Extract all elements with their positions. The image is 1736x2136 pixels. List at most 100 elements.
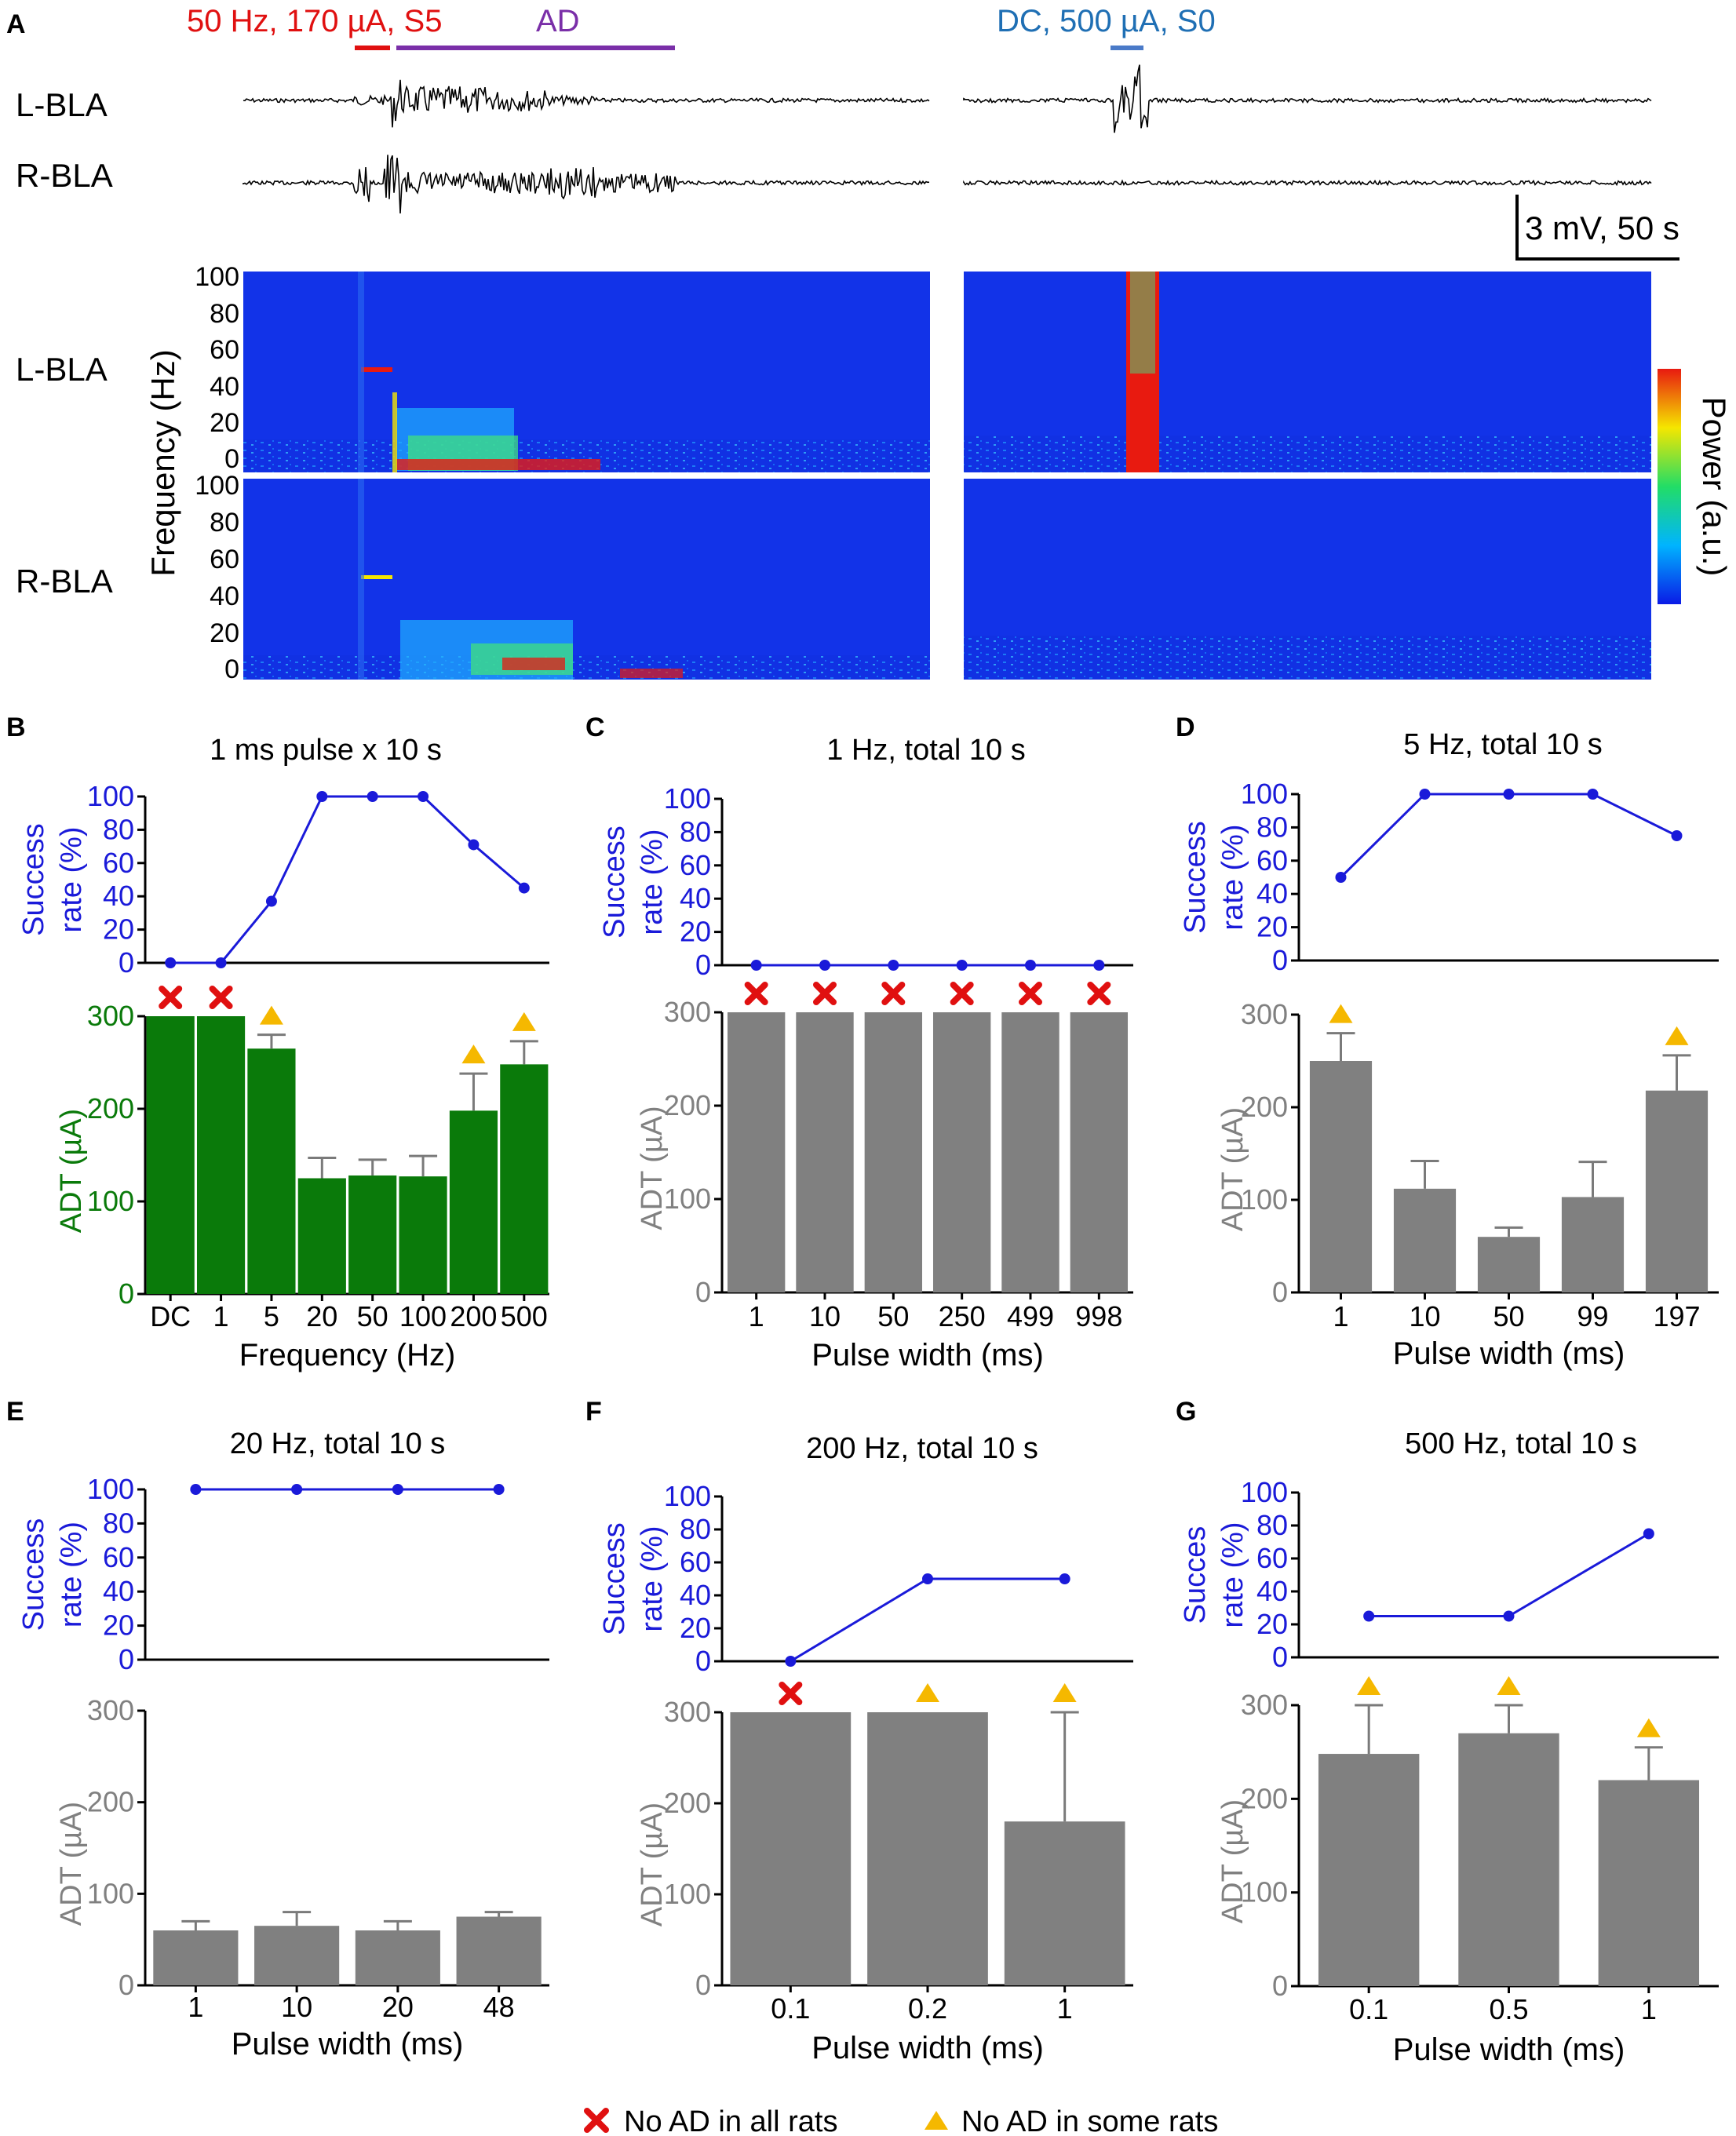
adt-ytick-label: 100: [87, 1185, 134, 1217]
panel-title: 1 Hz, total 10 s: [826, 734, 1025, 767]
success-ytick-label: 40: [680, 1579, 711, 1611]
adt-ytick-label: 0: [695, 1969, 711, 2001]
panel-title: 200 Hz, total 10 s: [806, 1432, 1038, 1465]
success-ytick-label: 60: [1256, 844, 1288, 877]
adt-bar: [796, 1012, 854, 1292]
adt-xlabel: Pulse width (ms): [232, 2027, 464, 2061]
adt-bar: [1318, 1754, 1420, 1986]
adt-ylabel: ADT (µA): [1216, 1107, 1249, 1231]
success-ytick-label: 40: [103, 1575, 134, 1607]
adt-bar: [146, 1016, 195, 1294]
panel-letter-a: A: [6, 9, 26, 39]
no-ad-all-marker: [881, 982, 906, 1005]
panel-a: A 50 Hz, 170 µA, S5 AD DC, 500 µA, S0 L-…: [6, 4, 1733, 684]
adt-xtick-label: 100: [399, 1300, 447, 1332]
legend-cross-label: No AD in all rats: [624, 2105, 837, 2136]
success-ytick-label: 60: [1256, 1542, 1288, 1574]
spectrogram-l-bla-right: [964, 272, 1651, 472]
scale-bar: [1515, 195, 1679, 261]
success-point: [1671, 830, 1683, 841]
stim-right-bar: [1111, 46, 1143, 50]
success-ytick-label: 20: [680, 1612, 711, 1644]
panel-letter-c: C: [585, 713, 605, 742]
adt-bar: [1001, 1012, 1059, 1292]
success-point: [1503, 789, 1515, 800]
adt-bar: [1645, 1090, 1709, 1292]
success-ytick-label: 80: [680, 1513, 711, 1545]
success-ytick-label: 60: [103, 1541, 134, 1573]
success-ytick-label: 100: [87, 1473, 134, 1505]
adt-xtick-label: 10: [281, 1991, 312, 2023]
adt-xtick-label: 50: [1493, 1300, 1524, 1332]
spectrogram-l-bla-left: [243, 272, 930, 472]
stim-left-label: 50 Hz, 170 µA, S5: [187, 4, 442, 38]
adt-xtick-label: 0.1: [771, 1992, 810, 2025]
no-ad-all-marker: [744, 982, 768, 1005]
adt-bar: [1458, 1733, 1559, 1986]
success-ylabel: Succes: [1179, 1526, 1212, 1624]
trace-r-bla-left: [243, 155, 930, 214]
adt-ylabel: ADT (µA): [1216, 1799, 1249, 1923]
no-ad-all-marker: [209, 986, 233, 1009]
success-ytick-label: 100: [87, 780, 134, 812]
adt-ytick-label: 100: [664, 1183, 711, 1215]
success-ylabel: Success: [598, 1522, 631, 1635]
adt-bar: [1004, 1821, 1125, 1985]
success-ytick-label: 100: [664, 782, 711, 815]
adt-ytick-label: 0: [119, 1969, 134, 2001]
success-ylabel: rate (%): [1216, 824, 1249, 930]
success-point: [1025, 960, 1036, 971]
adt-xlabel: Pulse width (ms): [811, 1338, 1044, 1372]
no-ad-some-marker: [512, 1012, 536, 1031]
success-point: [956, 960, 968, 971]
success-ylabel: rate (%): [55, 1522, 88, 1628]
success-point: [922, 1573, 933, 1584]
success-ytick-label: 80: [103, 813, 134, 845]
adt-xtick-label: 1: [1641, 1993, 1657, 2025]
success-ytick-label: 80: [680, 815, 711, 847]
spec-ytick: 20: [210, 618, 239, 648]
adt-bar: [1393, 1188, 1457, 1292]
success-ytick-label: 40: [680, 882, 711, 914]
adt-bar: [727, 1012, 786, 1292]
success-ylabel: rate (%): [636, 1525, 669, 1631]
adt-ytick-label: 200: [87, 1092, 134, 1124]
spec-ytick: 40: [210, 372, 239, 402]
legend: No AD in all rats No AD in some rats: [584, 2105, 1218, 2136]
adt-xtick-label: 20: [382, 1991, 414, 2023]
adt-bar: [932, 1012, 991, 1292]
success-ytick-label: 20: [1256, 1608, 1288, 1640]
triangle-icon: [925, 2111, 948, 2130]
spec-ytick: 60: [210, 545, 239, 574]
success-line: [1369, 1533, 1650, 1617]
adt-xtick-label: 1: [188, 1991, 203, 2023]
success-point: [165, 957, 177, 968]
success-ytick-label: 100: [1241, 778, 1288, 810]
adt-bar: [867, 1712, 988, 1985]
adt-ytick-label: 0: [119, 1278, 134, 1310]
adt-ylabel: ADT (µA): [55, 1109, 88, 1233]
adt-xtick-label: DC: [150, 1300, 191, 1332]
adt-xtick-label: 99: [1577, 1300, 1608, 1332]
spectrogram-r-bla-left: [243, 479, 930, 680]
no-ad-some-marker: [1357, 1676, 1381, 1695]
success-ytick-label: 20: [680, 916, 711, 948]
adt-xtick-label: 0.2: [908, 1992, 947, 2025]
adt-ytick-label: 100: [87, 1877, 134, 1909]
colorbar-label: Power (a.u.): [1696, 397, 1733, 577]
success-ylabel: Success: [17, 1518, 50, 1631]
success-point: [367, 791, 378, 802]
adt-ytick-label: 300: [664, 1696, 711, 1728]
ad-label: AD: [536, 4, 580, 38]
spec-ytick: 60: [210, 335, 239, 365]
no-ad-some-marker: [259, 1005, 283, 1025]
success-ytick-label: 80: [103, 1507, 134, 1539]
spec-ytick: 0: [224, 444, 239, 474]
adt-xtick-label: 20: [306, 1300, 337, 1332]
adt-bar: [1070, 1012, 1129, 1292]
adt-ytick-label: 300: [664, 996, 711, 1028]
spec-ytick: 100: [195, 471, 239, 501]
